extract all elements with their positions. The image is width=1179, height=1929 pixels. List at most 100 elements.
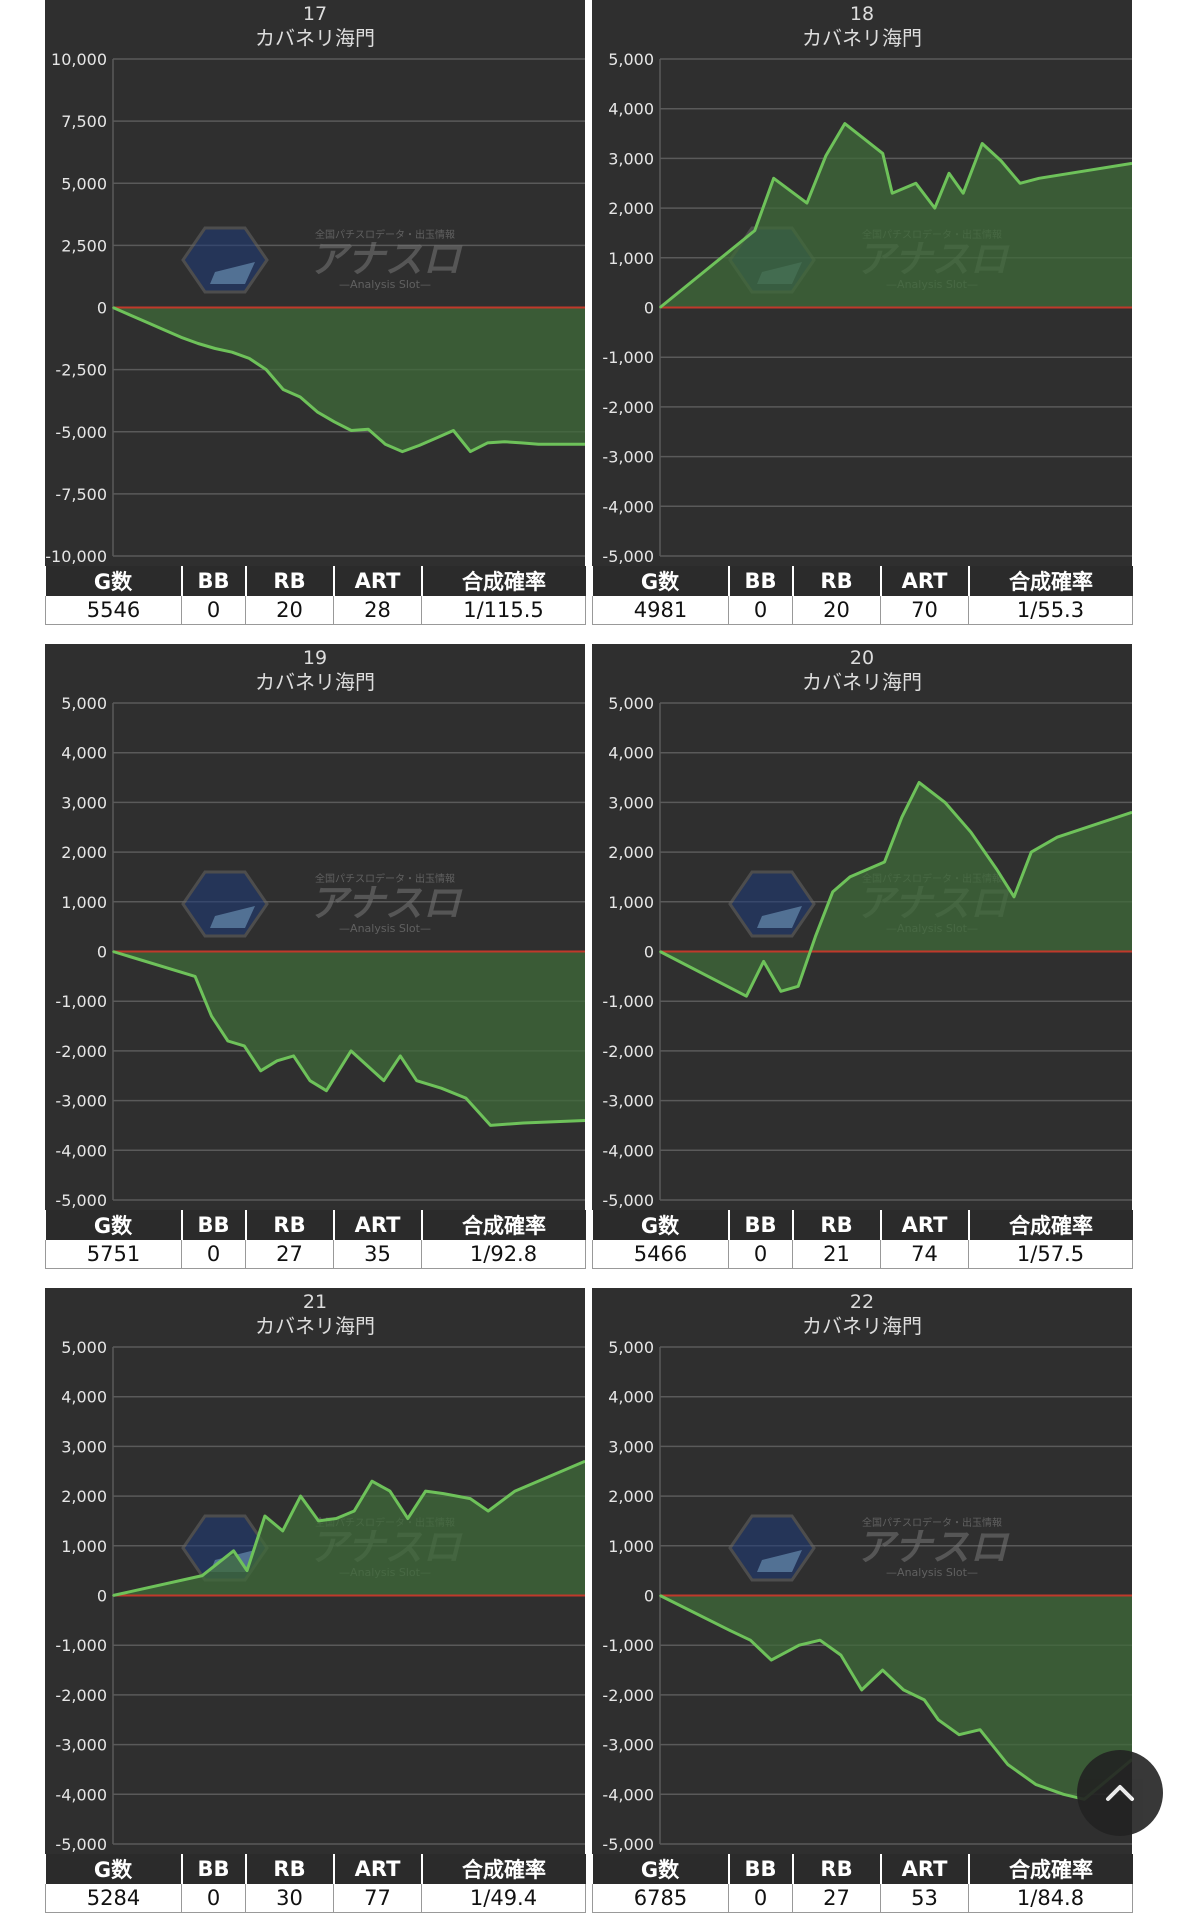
- chevron-up-icon: [1106, 1785, 1134, 1801]
- y-tick-label: 5,000: [61, 1338, 107, 1357]
- analysis-slot-watermark: アナスロ—Analysis Slot— 全国パチスロデータ・出玉情報: [181, 226, 464, 294]
- data-point: [350, 429, 353, 432]
- y-tick-label: 0: [97, 299, 107, 318]
- data-point: [1000, 160, 1002, 162]
- y-tick-label: -2,000: [55, 1686, 107, 1705]
- chart-area: 21 カバネリ海門 5,000 4,000 3,000 2,000 1,000 0 -1,000…: [45, 1288, 585, 1854]
- data-point: [825, 155, 827, 157]
- chart-panel: 19 カバネリ海門 5,000 4,000 3,000 2,000 1,000 0 -1,000…: [45, 644, 586, 1269]
- data-point: [440, 1087, 443, 1089]
- data-point: [333, 421, 336, 423]
- scroll-to-top-button[interactable]: [1077, 1750, 1163, 1836]
- data-point: [442, 1492, 445, 1495]
- stats-table: G数 BB RB ART 合成確率 5466 0 21 74 1/57.5: [592, 1210, 1133, 1269]
- y-tick-label: 2,000: [608, 199, 654, 218]
- chart-area: 20 カバネリ海門 5,000 4,000 3,000 2,000 1,000 0 -1,000…: [592, 644, 1132, 1210]
- svg-text:全国パチスロデータ・出玉情報: 全国パチスロデータ・出玉情報: [862, 1516, 1002, 1529]
- analysis-slot-watermark: アナスロ—Analysis Slot— 全国パチスロデータ・出玉情報: [181, 870, 464, 938]
- data-point: [514, 1490, 516, 1492]
- data-point: [194, 975, 196, 978]
- chart-number: 20: [850, 647, 874, 669]
- data-point: [745, 995, 748, 997]
- stats-header-cell: ART: [880, 1854, 970, 1884]
- data-point: [353, 1510, 356, 1512]
- data-point: [962, 192, 964, 194]
- y-tick-label: -2,000: [602, 1686, 654, 1705]
- chart-panel: 20 カバネリ海門 5,000 4,000 3,000 2,000 1,000 0 -1,000…: [592, 644, 1133, 1269]
- y-tick-label: 5,000: [608, 694, 654, 713]
- chart-area: 19 カバネリ海門 5,000 4,000 3,000 2,000 1,000 0 -1,000…: [45, 644, 585, 1210]
- stats-header-cell: RB: [792, 566, 882, 596]
- data-point: [881, 152, 884, 155]
- stats-value-cell: 0: [181, 1240, 246, 1269]
- stats-value-cell: 30: [245, 1884, 334, 1913]
- machine-name: カバネリ海門: [255, 1314, 375, 1338]
- area-fill: [113, 1461, 585, 1596]
- data-point: [937, 1719, 940, 1721]
- y-tick-label: 0: [97, 1587, 107, 1606]
- y-tick-label: -3,000: [602, 1736, 654, 1755]
- machine-name: カバネリ海門: [255, 670, 375, 694]
- data-point: [1034, 1783, 1037, 1786]
- data-point: [389, 1490, 391, 1492]
- stats-value-cell: 70: [880, 596, 969, 625]
- stats-header-cell: G数: [592, 1854, 730, 1884]
- y-tick-label: 2,000: [61, 843, 107, 862]
- stats-header-cell: RB: [245, 1210, 335, 1240]
- stats-header-cell: 合成確率: [968, 1210, 1133, 1240]
- data-point: [902, 1689, 905, 1691]
- stats-header-cell: G数: [592, 1210, 730, 1240]
- stats-header-cell: ART: [333, 1210, 423, 1240]
- data-point: [384, 443, 387, 446]
- data-point: [129, 314, 131, 316]
- data-point: [970, 831, 972, 833]
- svg-text:—Analysis Slot—: —Analysis Slot—: [339, 278, 431, 291]
- data-point: [317, 1520, 320, 1522]
- chart-panel: 18 カバネリ海門 5,000 4,000 3,000 2,000 1,000 0 -1,000…: [592, 0, 1133, 625]
- data-point: [891, 192, 893, 194]
- data-point: [840, 1654, 842, 1656]
- data-point: [486, 442, 489, 444]
- data-point: [901, 816, 903, 819]
- data-point: [316, 411, 319, 413]
- stats-header-cell: RB: [245, 566, 335, 596]
- data-point: [503, 440, 506, 443]
- data-point: [415, 1079, 418, 1082]
- data-point: [367, 428, 370, 431]
- data-point: [371, 1480, 373, 1482]
- chart-panel: 17 カバネリ海門 10,000 7,500 5,000 2,500 0 -2,500 -5,0…: [45, 0, 586, 625]
- y-tick-label: -4,000: [602, 1141, 654, 1160]
- y-tick-label: 5,000: [61, 174, 107, 193]
- stats-value-cell: 77: [333, 1884, 422, 1913]
- chart-number: 17: [303, 3, 327, 25]
- data-point: [934, 207, 936, 209]
- stats-value-cell: 1/57.5: [968, 1240, 1133, 1269]
- stats-header-cell: RB: [792, 1210, 882, 1240]
- data-point: [754, 229, 756, 232]
- data-point: [489, 1124, 492, 1127]
- y-tick-label: -5,000: [55, 1191, 107, 1210]
- data-point: [292, 1055, 295, 1057]
- data-point: [163, 329, 165, 331]
- data-point: [819, 1639, 821, 1641]
- data-point: [1038, 177, 1040, 180]
- stats-value-cell: 21: [792, 1240, 881, 1269]
- stats-header-cell: BB: [728, 566, 794, 596]
- y-tick-label: 1,000: [608, 249, 654, 268]
- svg-text:全国パチスロデータ・出玉情報: 全国パチスロデータ・出玉情報: [315, 228, 455, 241]
- stats-table: G数 BB RB ART 合成確率 5546 0 20 28 1/115.5: [45, 566, 586, 625]
- data-point: [584, 443, 585, 445]
- stats-header-cell: BB: [728, 1210, 794, 1240]
- y-tick-label: 0: [644, 299, 654, 318]
- data-point: [146, 321, 148, 324]
- stats-value-cell: 1/55.3: [968, 596, 1133, 625]
- stats-value-cell: 74: [880, 1240, 969, 1269]
- data-point: [770, 1659, 773, 1661]
- svg-text:アナスロ: アナスロ: [309, 881, 463, 925]
- data-point: [584, 1460, 585, 1463]
- stats-table: G数 BB RB ART 合成確率 5751 0 27 35 1/92.8: [45, 1210, 586, 1269]
- y-tick-label: 3,000: [608, 149, 654, 168]
- data-point: [915, 182, 917, 185]
